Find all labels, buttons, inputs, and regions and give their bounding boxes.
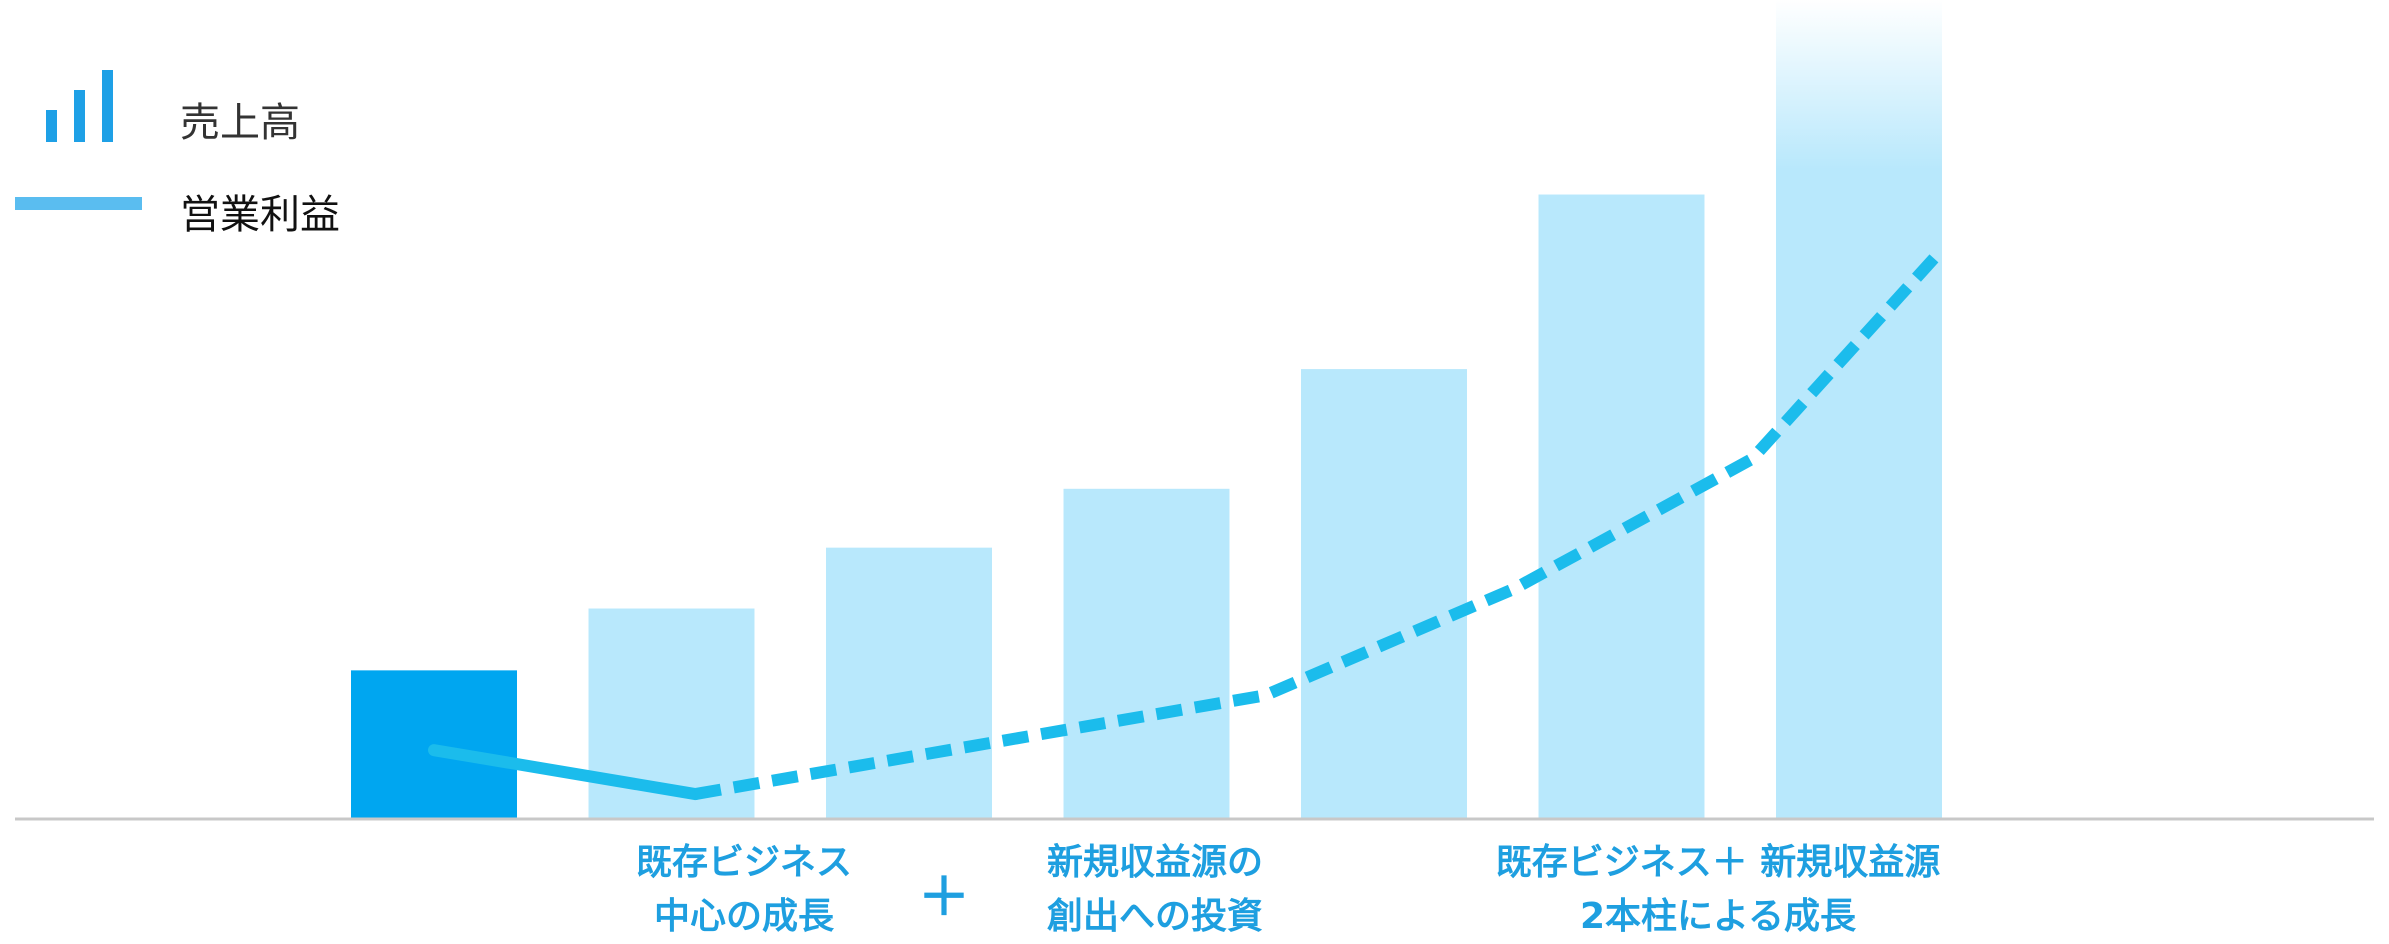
annotation-phase-2: 新規収益源の 創出への投資	[1032, 836, 1278, 944]
bar-chart-icon	[46, 70, 113, 142]
annotation-phase-2-line-2: 創出への投資	[1046, 896, 1263, 937]
annotation-phase-1: 既存ビジネス 中心の成長	[624, 836, 864, 944]
bar-3	[826, 547, 992, 818]
annotation-phase-1-line-2: 中心の成長	[653, 896, 834, 937]
annotation-phase-3: 既存ビジネス＋ 新規収益源 2本柱による成長	[1468, 836, 1968, 944]
bar-4	[1063, 488, 1230, 818]
operating-profit-line-forecast	[694, 245, 1947, 800]
bar-fade-overlay	[1775, 0, 1943, 170]
legend-label-sales: 売上高	[180, 100, 300, 146]
bar-6	[1538, 194, 1705, 818]
annotation-phase-1-line-1: 既存ビジネス	[635, 842, 852, 883]
operating-profit-line-actual	[428, 744, 702, 801]
legend-label-operating-profit: 営業利益	[180, 192, 340, 238]
line-segment-icon	[15, 197, 142, 210]
annotation-plus: ＋	[918, 868, 971, 928]
annotation-phase-3-line-2: 2本柱による成長	[1580, 896, 1856, 937]
annotation-phase-3-line-1: 既存ビジネス＋ 新規収益源	[1495, 842, 1941, 883]
annotation-phase-2-line-1: 新規収益源の	[1046, 842, 1263, 883]
bar-5	[1301, 369, 1467, 818]
